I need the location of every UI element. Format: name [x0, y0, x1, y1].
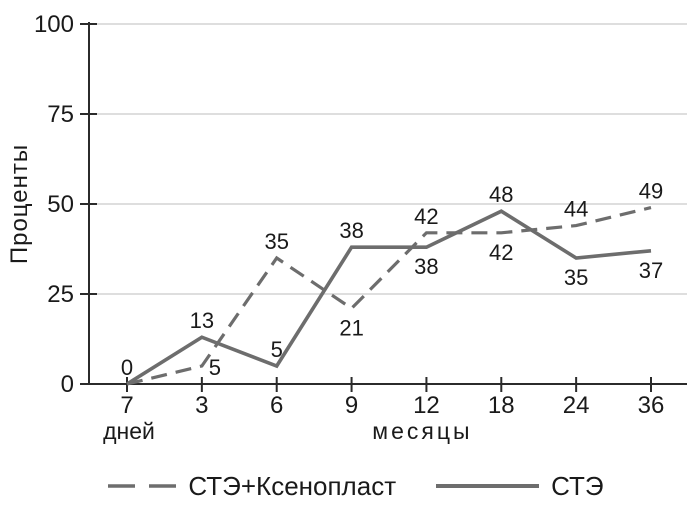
y-tick-label: 50: [47, 191, 74, 218]
dashed-line-sample: [108, 484, 177, 488]
y-tick-label: 25: [47, 281, 74, 308]
point-label: 35: [564, 265, 588, 290]
point-label: 38: [414, 254, 438, 279]
x-tick-label: 3: [195, 392, 208, 419]
point-label: 44: [564, 197, 588, 222]
x-tick-label: 9: [345, 392, 358, 419]
y-tick-label: 100: [34, 11, 74, 38]
legend-item-ste: СТЭ: [436, 470, 604, 502]
point-label: 42: [489, 240, 513, 265]
point-label: 5: [209, 355, 221, 380]
series-line-ste: [126, 209, 652, 386]
point-label: 35: [264, 229, 288, 254]
x-tick-label: 36: [638, 392, 665, 419]
point-label: 37: [639, 258, 663, 283]
point-label: 48: [489, 182, 513, 207]
y-tick-label: 75: [47, 101, 74, 128]
point-label: 38: [339, 218, 363, 243]
legend-label-ste: СТЭ: [551, 470, 604, 501]
y-axis-title: Проценты: [6, 143, 33, 265]
point-label: 0: [121, 355, 133, 380]
solid-line-sample: [436, 484, 540, 488]
x-unit-months: месяцы: [372, 418, 472, 444]
x-tick-label: 24: [563, 392, 590, 419]
point-label: 42: [414, 204, 438, 229]
x-tick-label: 7: [120, 392, 133, 419]
series-line-ste-xenoplast: [126, 206, 652, 386]
point-label: 5: [271, 337, 283, 362]
x-tick-label: 18: [488, 392, 515, 419]
y-tick-label: 0: [61, 371, 74, 398]
point-label: 49: [639, 179, 663, 204]
x-tick-label: 6: [270, 392, 283, 419]
chart-legend: СТЭ+Ксенопласт СТЭ: [0, 455, 696, 517]
x-tick-label: 12: [413, 392, 440, 419]
legend-label-ste-xenoplast: СТЭ+Ксенопласт: [188, 470, 397, 501]
x-unit-days: дней: [103, 418, 155, 444]
legend-item-ste-xenoplast: СТЭ+Ксенопласт: [108, 471, 396, 502]
point-label: 13: [190, 308, 214, 333]
point-label: 21: [339, 315, 363, 340]
